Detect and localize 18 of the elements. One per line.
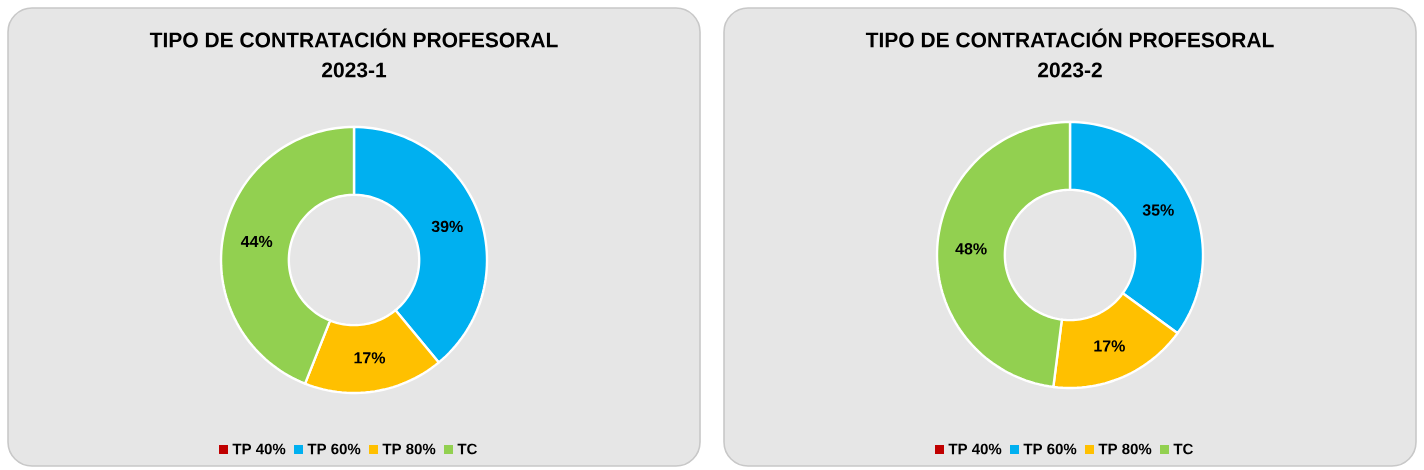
data-label: 17% — [1094, 340, 1125, 352]
data-label: 39% — [431, 220, 463, 233]
legend-label: TP 40% — [948, 443, 1002, 455]
data-label: 35% — [1142, 204, 1174, 216]
chart-title: TIPO DE CONTRATACIÓN PROFESORAL — [865, 28, 1274, 48]
legend-label: TP 80% — [1098, 443, 1152, 455]
chart-title: TIPO DE CONTRATACIÓN PROFESORAL — [149, 28, 558, 48]
legend-label: TP 40% — [232, 443, 286, 455]
legend-label: TP 60% — [1023, 443, 1077, 455]
legend-label: TP 60% — [307, 443, 361, 455]
legend-label: TC — [1173, 443, 1193, 455]
legend-label: TC — [457, 443, 477, 455]
chart-subtitle: 2023-2 — [1038, 62, 1102, 78]
data-label: 48% — [955, 243, 987, 255]
chart-subtitle: 2023-1 — [322, 62, 387, 78]
data-label: 44% — [240, 235, 273, 248]
legend-label: TP 80% — [382, 443, 436, 455]
data-label: 17% — [354, 352, 386, 364]
